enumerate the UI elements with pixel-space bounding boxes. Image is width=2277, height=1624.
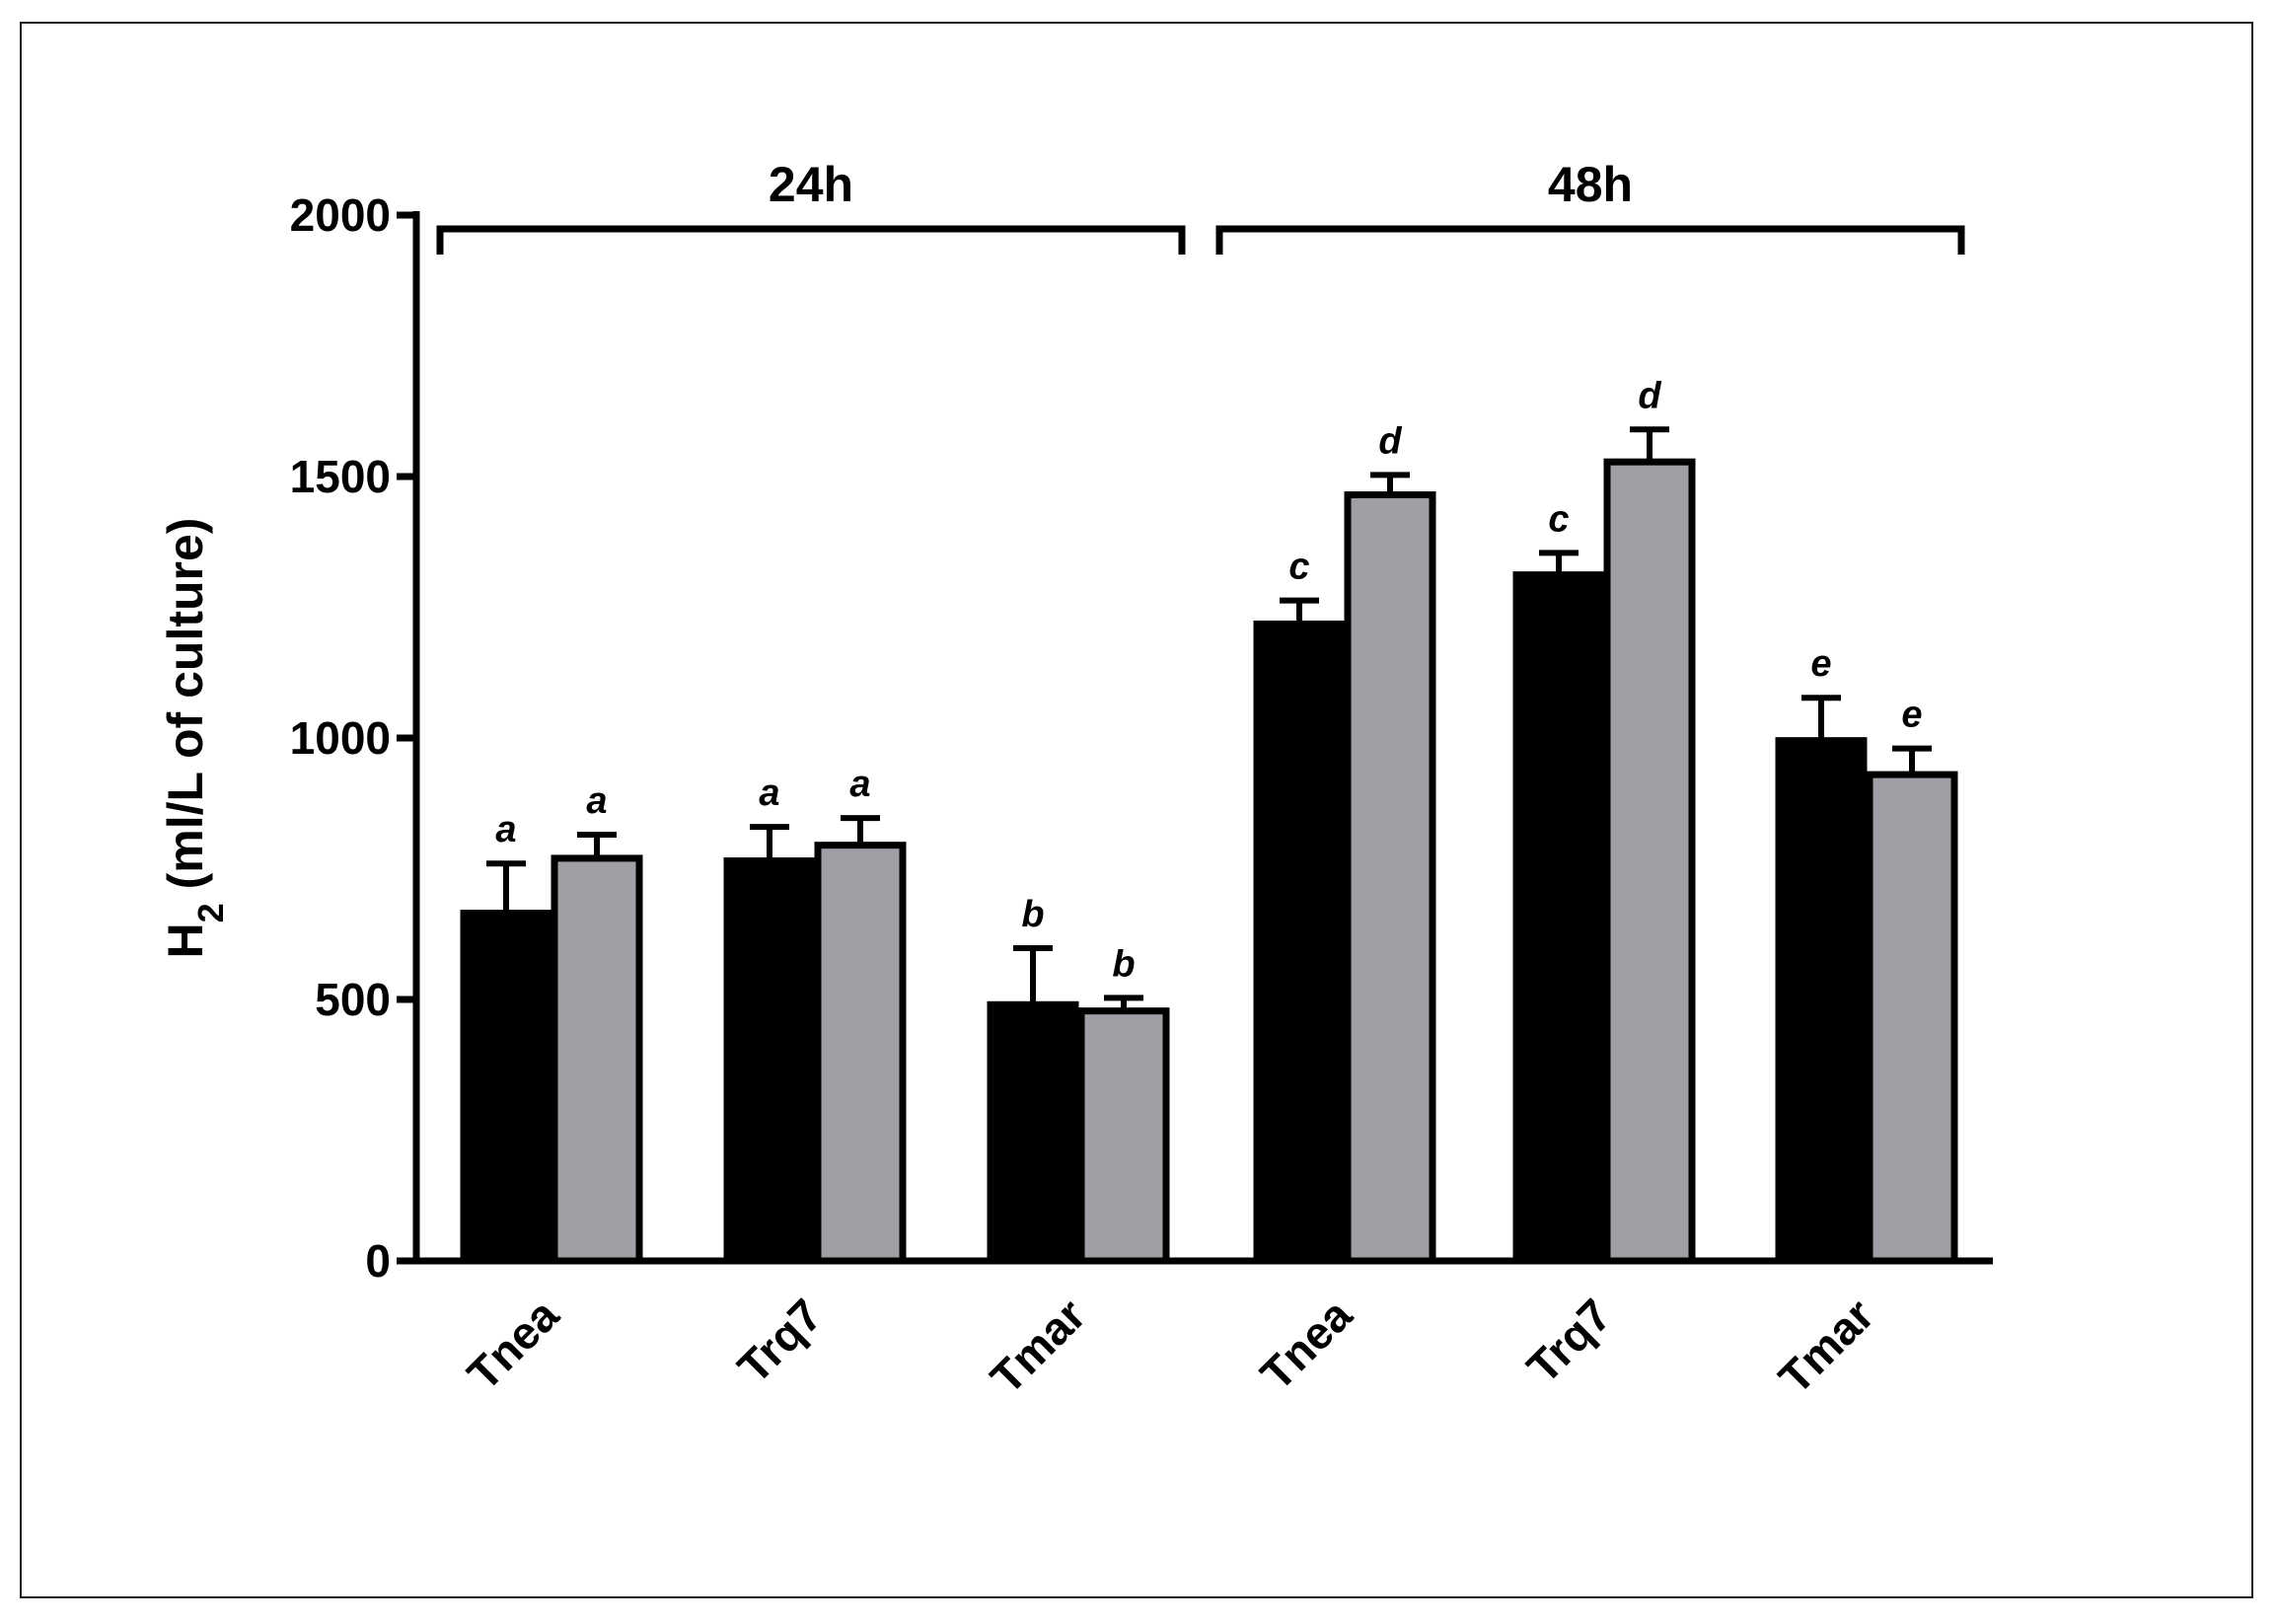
bars — [460, 426, 1958, 1265]
bar — [723, 857, 816, 1265]
bar — [551, 854, 643, 1265]
y-axis-title: H2 (ml/L of culture) — [158, 518, 231, 959]
significance-letter: b — [1112, 943, 1135, 985]
group-label: 24h — [769, 157, 853, 212]
bar — [1866, 771, 1958, 1265]
significance-letter: e — [1901, 695, 1922, 736]
significance-letter: a — [849, 764, 870, 805]
group-bracket — [1215, 225, 1965, 255]
bar — [1253, 620, 1346, 1265]
significance-letter: d — [1638, 375, 1661, 416]
bar — [814, 842, 907, 1265]
bar — [987, 1000, 1079, 1265]
figure-frame — [20, 22, 2253, 1598]
significance-letter: c — [1548, 498, 1569, 540]
significance-letter: a — [586, 780, 607, 822]
significance-letter: d — [1378, 420, 1402, 462]
x-category-label: Tnea — [1250, 1289, 1361, 1400]
bar — [1603, 458, 1696, 1265]
x-category-label: Tnea — [457, 1289, 568, 1400]
significance-letter: b — [1021, 894, 1044, 935]
significance-letter: a — [495, 809, 516, 850]
y-tick-label: 0 — [365, 1235, 391, 1287]
x-category-label: Trq7 — [1517, 1289, 1621, 1392]
bar — [460, 910, 552, 1265]
significance-letter: c — [1288, 547, 1309, 588]
y-axis: 0 500 1000 1500 2000 H2 (ml/L of culture) — [158, 189, 420, 1287]
y-tick-label: 1000 — [290, 712, 391, 764]
labels: 24h a a a a b b 48h c d c d e e — [436, 157, 1965, 985]
y-tick-label: 2000 — [290, 189, 391, 241]
x-axis: Tnea Trq7 Tmar Tnea Trq7 Tmar — [413, 1257, 1993, 1404]
bar — [1512, 571, 1605, 1265]
bar — [1077, 1007, 1170, 1265]
significance-letter: a — [759, 773, 779, 814]
bar — [1775, 737, 1868, 1265]
group-label: 48h — [1548, 157, 1633, 212]
x-category-label: Tmar — [981, 1289, 1095, 1403]
group-bracket — [436, 225, 1186, 255]
bar — [1344, 491, 1436, 1265]
x-category-label: Tmar — [1769, 1289, 1883, 1403]
x-category-label: Trq7 — [728, 1289, 832, 1392]
y-tick-label: 500 — [315, 974, 391, 1025]
significance-letter: e — [1810, 643, 1831, 685]
y-tick-label: 1500 — [290, 451, 391, 502]
